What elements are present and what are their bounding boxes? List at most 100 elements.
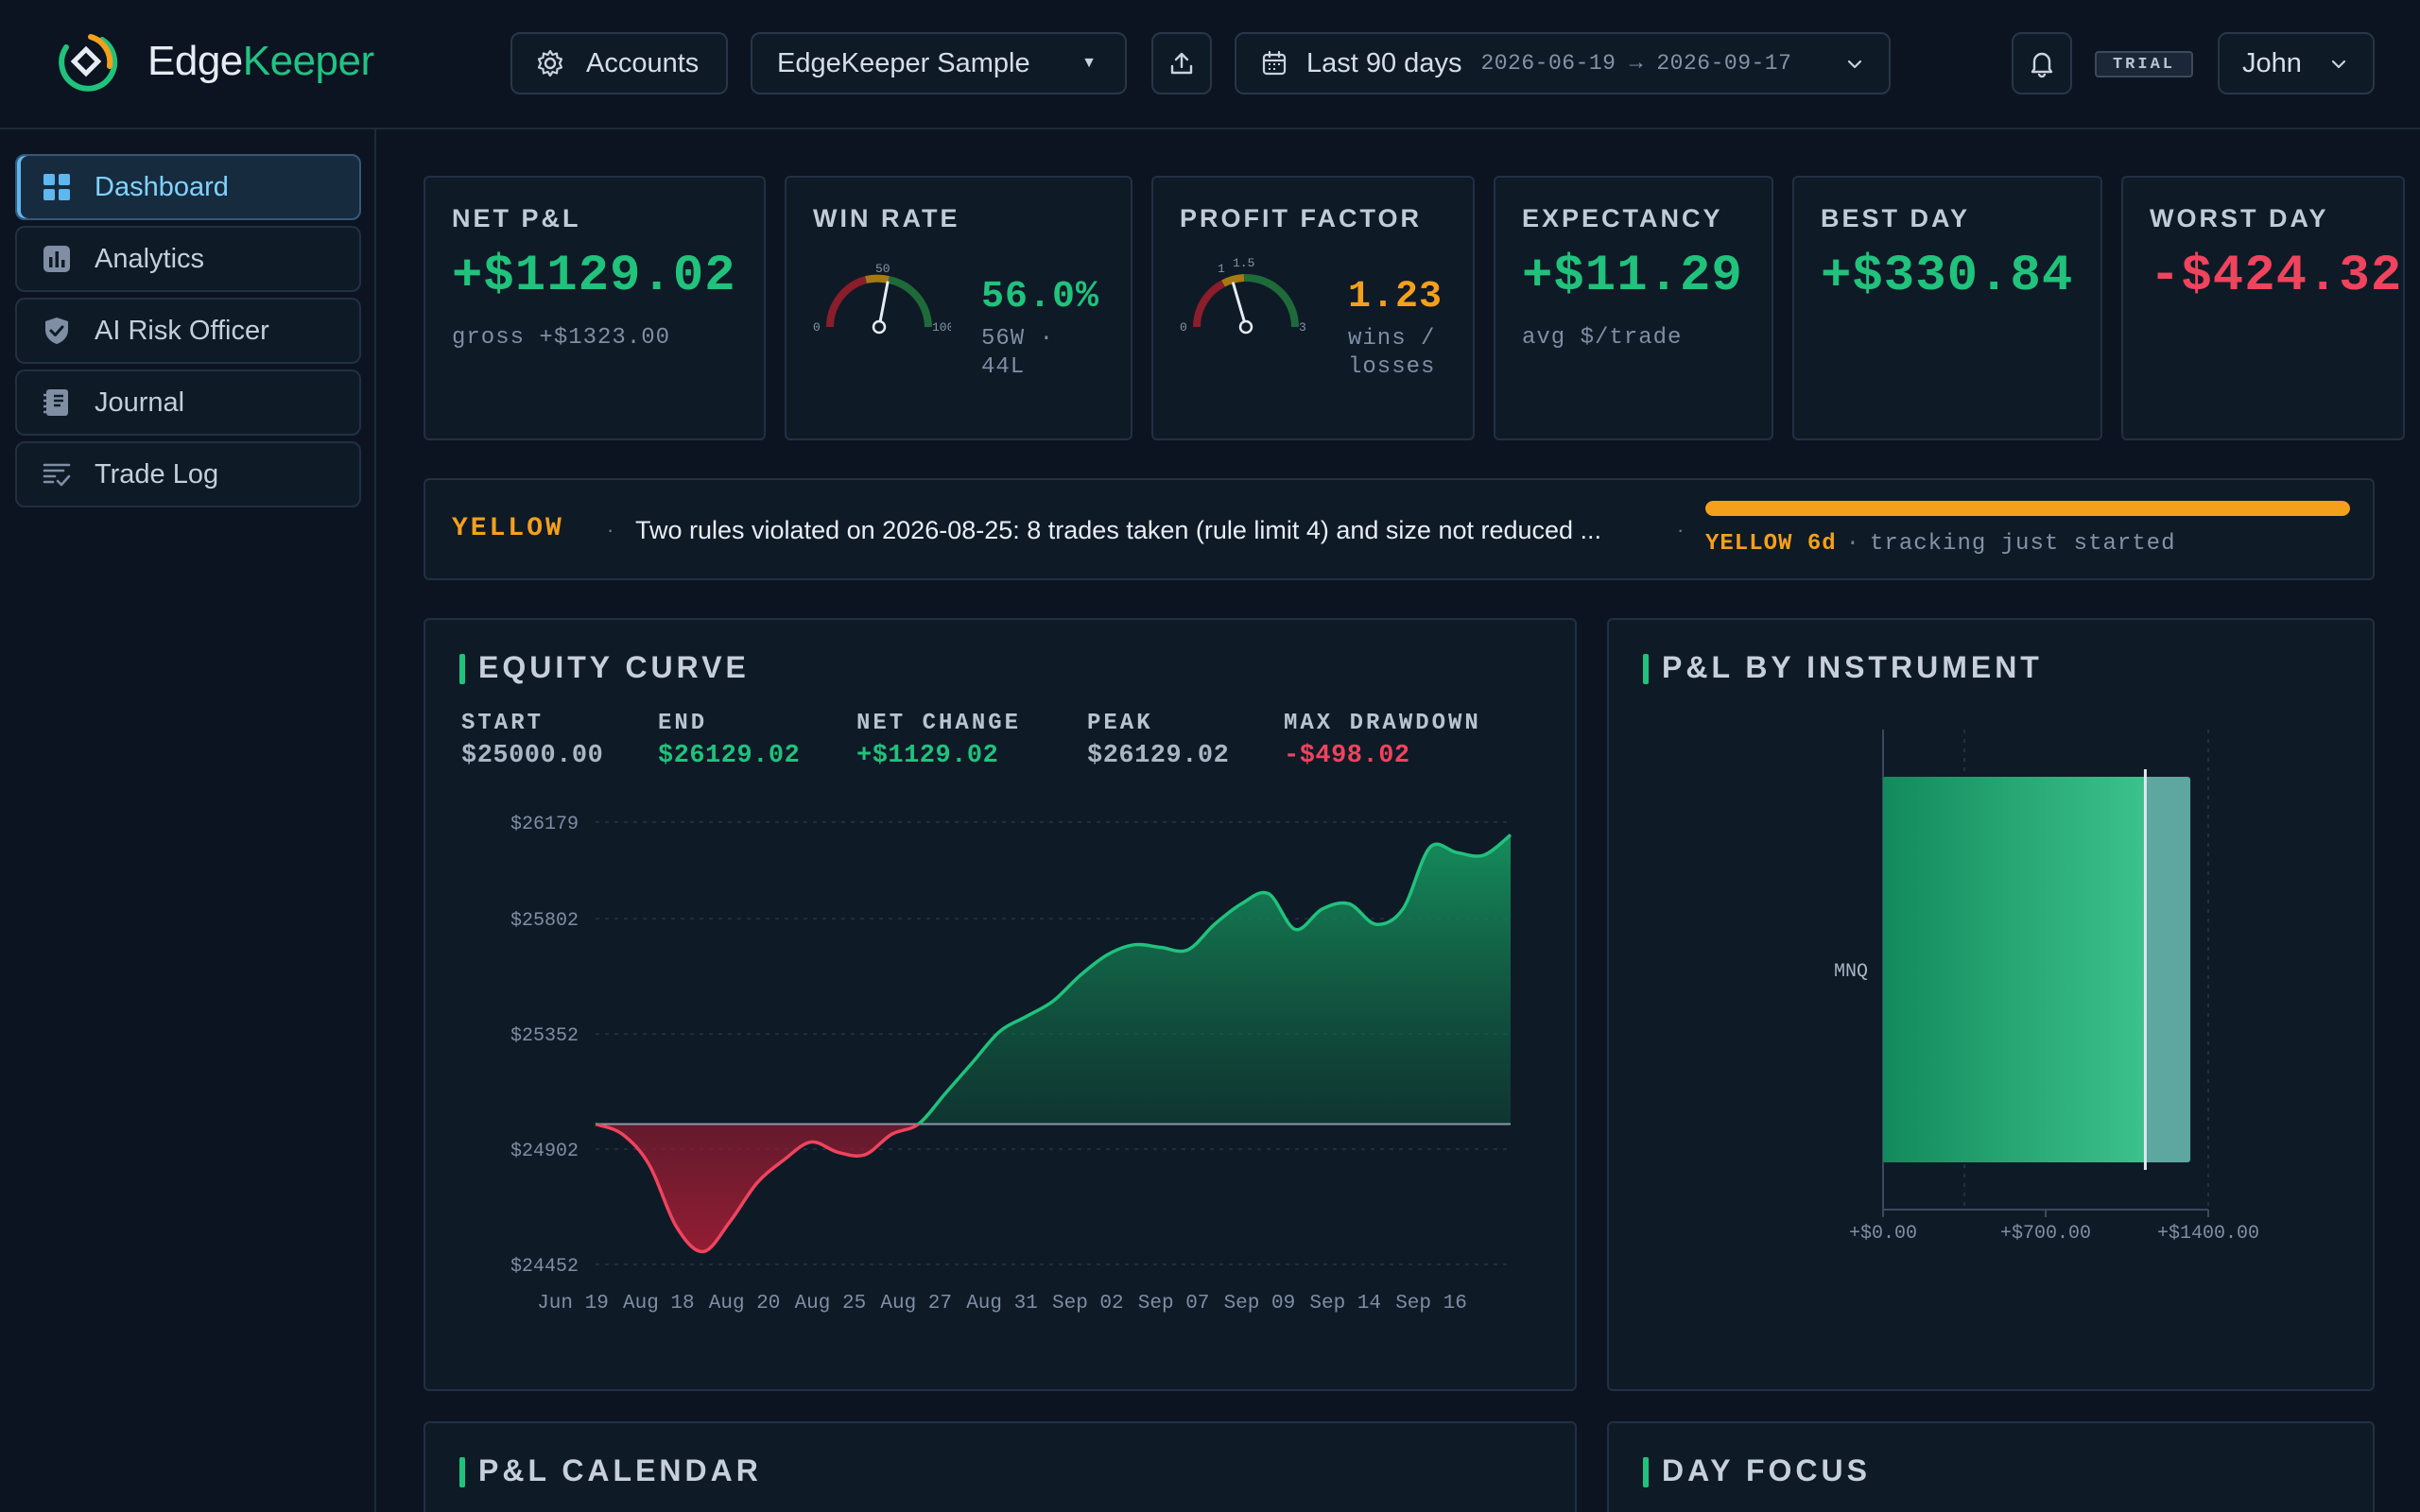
equity-curve-panel: EQUITY CURVE START $25000.00 END $26129.… bbox=[424, 618, 1577, 1391]
date-range-picker[interactable]: Last 90 days 2026-06-19 → 2026-09-17 bbox=[1235, 32, 1891, 94]
sidebar-item-label: Trade Log bbox=[95, 458, 219, 490]
panel-title: DAY FOCUS bbox=[1643, 1453, 1871, 1488]
x-tick-label: +$1400.00 bbox=[2157, 1223, 2259, 1245]
brand-logo[interactable]: EdgeKeeper bbox=[53, 28, 374, 94]
accounts-button[interactable]: Accounts bbox=[510, 32, 728, 94]
separator-dot: · bbox=[1845, 531, 1861, 557]
stat-label: START bbox=[461, 711, 544, 736]
chevron-down-icon bbox=[2331, 60, 2346, 69]
risk-status-text: tracking just started bbox=[1870, 531, 2176, 557]
equity-line-negative bbox=[595, 1124, 922, 1254]
risk-alert-message: Two rules violated on 2026-08-25: 8 trad… bbox=[635, 516, 1602, 544]
x-tick-label: +$700.00 bbox=[2000, 1223, 2091, 1245]
trial-badge: TRIAL bbox=[2095, 51, 2193, 77]
date-range-dates: 2026-06-19 → 2026-09-17 bbox=[1480, 51, 1792, 76]
kpi-card-profit-factor: PROFIT FACTOR 1 1.5 0 3 1.23 wins / loss… bbox=[1151, 176, 1475, 440]
y-tick-label: $25352 bbox=[510, 1025, 579, 1047]
stat-label: NET CHANGE bbox=[856, 711, 1022, 736]
gauge-tick-label: 3 bbox=[1299, 320, 1306, 335]
x-tick-label: Sep 07 bbox=[1138, 1293, 1210, 1314]
separator-dot: · bbox=[1677, 518, 1685, 541]
x-tick-label: +$0.00 bbox=[1849, 1223, 1917, 1245]
kpi-card-win-rate: WIN RATE 50 0 100 56.0% 56W · 44L bbox=[785, 176, 1132, 440]
risk-alert-banner[interactable]: YELLOW · Two rules violated on 2026-08-2… bbox=[424, 478, 2375, 580]
user-menu-button[interactable]: John bbox=[2218, 32, 2375, 94]
x-tick-label: Aug 27 bbox=[880, 1293, 952, 1314]
kpi-value: +$330.84 bbox=[1821, 248, 2074, 305]
calendar-icon bbox=[1262, 50, 1287, 76]
x-tick-label: Aug 25 bbox=[795, 1293, 867, 1314]
category-label: MNQ bbox=[1834, 961, 1868, 983]
sidebar-item-trade-log[interactable]: Trade Log bbox=[15, 441, 361, 507]
sidebar-item-label: AI Risk Officer bbox=[95, 315, 269, 346]
equity-area-positive bbox=[596, 834, 1511, 1125]
panel-title: EQUITY CURVE bbox=[459, 650, 750, 685]
x-tick-label: Aug 18 bbox=[623, 1293, 695, 1314]
grid-icon bbox=[43, 174, 70, 200]
stat-end: END $26129.02 bbox=[658, 711, 800, 770]
stat-peak: PEAK $26129.02 bbox=[1087, 711, 1229, 770]
user-name: John bbox=[2242, 47, 2302, 78]
stat-max-drawdown: MAX DRAWDOWN -$498.02 bbox=[1284, 711, 1481, 770]
stat-net-change: NET CHANGE +$1129.02 bbox=[856, 711, 1021, 770]
risk-progress-bar bbox=[1705, 501, 2350, 516]
gauge-needle bbox=[877, 281, 890, 329]
x-tick-label: Sep 14 bbox=[1309, 1293, 1381, 1314]
sidebar-item-journal[interactable]: Journal bbox=[15, 369, 361, 436]
equity-line-positive bbox=[595, 833, 1512, 1125]
kpi-card-best-day: BEST DAY +$330.84 bbox=[1792, 176, 2102, 440]
gauge-tick-label: 50 bbox=[875, 262, 890, 276]
upload-icon bbox=[1170, 52, 1193, 75]
day-focus-panel: DAY FOCUS bbox=[1607, 1421, 2375, 1512]
stat-value: $26129.02 bbox=[658, 742, 801, 770]
kpi-label: NET P&L bbox=[452, 204, 581, 232]
risk-status-level: YELLOW 6d bbox=[1705, 531, 1837, 557]
y-tick-label: $24902 bbox=[510, 1141, 579, 1162]
gauge-tick-label: 0 bbox=[1180, 320, 1187, 335]
pnl-calendar-panel: P&L CALENDAR bbox=[424, 1421, 1577, 1512]
kpi-value: +$1129.02 bbox=[452, 248, 736, 305]
sidebar-item-label: Journal bbox=[95, 387, 185, 418]
kpi-subtext: wins / losses bbox=[1348, 326, 1436, 380]
y-tick-label: $26179 bbox=[510, 814, 579, 835]
gauge-pivot bbox=[1238, 319, 1253, 335]
accounts-label: Accounts bbox=[586, 47, 700, 78]
gauge-tick-label: 100 bbox=[932, 320, 951, 335]
kpi-subtext: 56W · 44L bbox=[981, 326, 1055, 380]
export-button[interactable] bbox=[1151, 32, 1212, 94]
account-select[interactable]: EdgeKeeper Sample ▼ bbox=[751, 32, 1127, 94]
kpi-subtext: avg $/trade bbox=[1522, 325, 1683, 351]
y-tick-label: $25802 bbox=[510, 910, 579, 932]
stat-start: START $25000.00 bbox=[461, 711, 603, 770]
separator-dot: · bbox=[607, 518, 614, 541]
stat-value: +$1129.02 bbox=[856, 742, 999, 770]
y-tick-label: $24452 bbox=[510, 1256, 579, 1278]
sidebar-item-ai-risk-officer[interactable]: AI Risk Officer bbox=[15, 298, 361, 364]
pnl-by-instrument-panel: P&L BY INSTRUMENT MNQ +$0.00 +$700.00 +$14… bbox=[1607, 618, 2375, 1391]
gear-icon bbox=[537, 49, 563, 77]
panel-title: P&L BY INSTRUMENT bbox=[1643, 650, 2043, 685]
profit-factor-gauge: 1 1.5 0 3 bbox=[1176, 244, 1318, 348]
x-tick-label: Sep 09 bbox=[1224, 1293, 1296, 1314]
kpi-value: +$11.29 bbox=[1522, 248, 1743, 305]
notebook-icon bbox=[43, 389, 68, 416]
brand-name: EdgeKeeper bbox=[147, 38, 374, 85]
bar-net bbox=[1883, 777, 2146, 1162]
gauge-tick-label: 1 bbox=[1218, 262, 1225, 276]
risk-level-label: YELLOW bbox=[452, 514, 564, 543]
kpi-subtext: gross +$1323.00 bbox=[452, 325, 671, 351]
kpi-card-worst-day: WORST DAY -$424.32 bbox=[2121, 176, 2405, 440]
chevron-down-icon bbox=[1847, 60, 1862, 69]
stat-value: $26129.02 bbox=[1087, 742, 1230, 770]
brand-name-edge: Edge bbox=[147, 38, 243, 84]
date-range-label: Last 90 days bbox=[1306, 47, 1462, 78]
sidebar-item-analytics[interactable]: Analytics bbox=[15, 226, 361, 292]
bar-chart-icon bbox=[43, 246, 70, 272]
stat-label: END bbox=[658, 711, 708, 736]
kpi-card-expectancy: EXPECTANCY +$11.29 avg $/trade bbox=[1494, 176, 1773, 440]
x-tick-label: Sep 16 bbox=[1395, 1293, 1467, 1314]
notifications-button[interactable] bbox=[2012, 32, 2072, 94]
top-bar: EdgeKeeper Accounts EdgeKeeper Sample ▼ … bbox=[0, 0, 2420, 129]
kpi-label: WORST DAY bbox=[2150, 204, 2329, 232]
sidebar-item-dashboard[interactable]: Dashboard bbox=[15, 154, 361, 220]
